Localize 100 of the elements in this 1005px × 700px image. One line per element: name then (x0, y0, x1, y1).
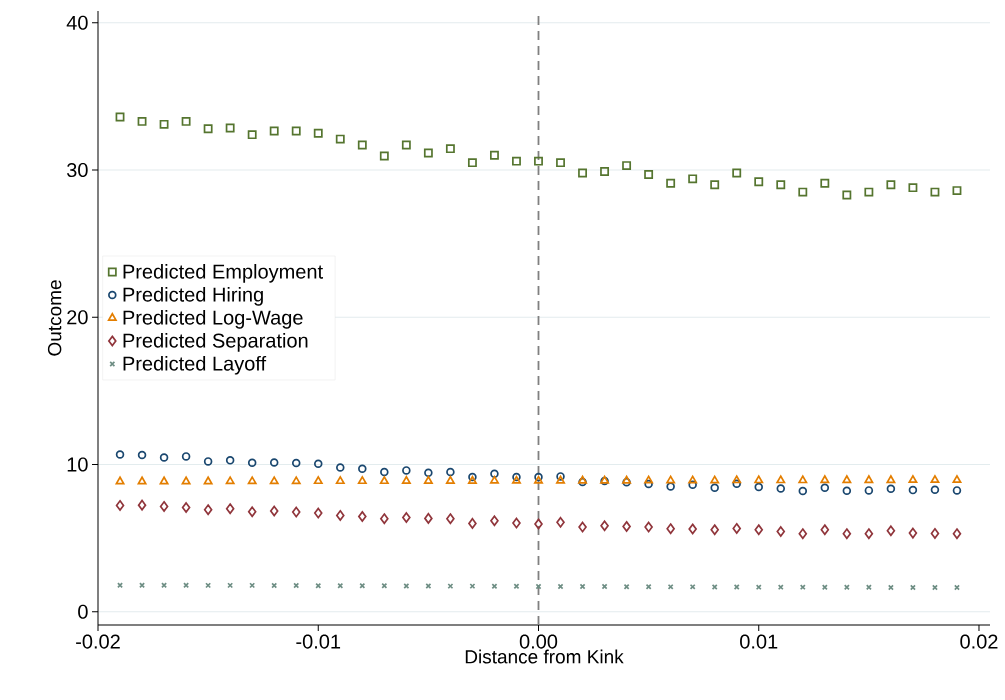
point (710, 524, 719, 536)
point (203, 457, 213, 466)
point (755, 584, 762, 591)
point (600, 167, 610, 176)
point (203, 504, 213, 516)
point (358, 464, 367, 474)
point (291, 476, 301, 485)
point (557, 583, 564, 590)
point (401, 140, 411, 150)
point (886, 484, 896, 494)
point (865, 584, 872, 591)
point (666, 475, 676, 484)
legend-label: Predicted Log-Wage (123, 309, 303, 329)
point (952, 486, 962, 495)
point (622, 161, 632, 171)
point (688, 523, 697, 535)
point (313, 128, 323, 138)
point (842, 475, 852, 484)
point (732, 168, 742, 178)
point (666, 178, 676, 188)
point (336, 463, 345, 472)
point (181, 116, 191, 126)
point (467, 158, 477, 168)
point (710, 483, 719, 493)
point (183, 582, 190, 589)
point (952, 528, 962, 540)
point (115, 499, 125, 511)
point (159, 119, 169, 129)
point (842, 486, 852, 495)
point (644, 475, 654, 484)
point (864, 528, 874, 540)
point (291, 126, 301, 136)
point (710, 475, 720, 484)
point (908, 183, 918, 193)
x-tick-label: 0.00 (519, 634, 558, 649)
point (776, 484, 786, 493)
point (423, 148, 433, 158)
legend-label: Predicted Employment (123, 264, 323, 283)
x-tick-label: -0.01 (296, 634, 341, 649)
point (908, 485, 918, 495)
point (335, 134, 345, 144)
point (380, 513, 389, 525)
point (798, 475, 808, 484)
point (115, 476, 125, 485)
point (556, 158, 565, 168)
point (754, 482, 763, 492)
point (225, 476, 235, 485)
y-tick-label: 40 (66, 15, 88, 30)
point (181, 502, 191, 513)
point (159, 453, 169, 462)
point (777, 584, 784, 591)
point (578, 168, 587, 178)
legend-label: Predicted Separation (123, 332, 308, 352)
point (468, 517, 477, 529)
point (357, 476, 367, 485)
point (667, 583, 674, 590)
point (313, 507, 323, 519)
point (732, 475, 742, 484)
point (908, 527, 918, 539)
point (225, 456, 235, 465)
point (489, 475, 499, 484)
point (754, 177, 764, 187)
point (799, 584, 806, 591)
point (161, 582, 168, 589)
point (776, 475, 786, 484)
point (622, 521, 631, 532)
point (490, 469, 499, 479)
point (535, 583, 542, 590)
point (689, 583, 696, 590)
point (820, 475, 830, 484)
point (798, 528, 808, 540)
point (314, 459, 323, 469)
point (644, 169, 654, 179)
point (269, 476, 279, 485)
point (402, 466, 411, 475)
point (930, 187, 940, 197)
point (578, 521, 587, 533)
point (115, 450, 125, 459)
point (952, 186, 962, 196)
point (842, 528, 852, 540)
point (820, 483, 830, 493)
point (843, 584, 850, 591)
y-tick-label: 20 (67, 310, 88, 325)
point (313, 476, 323, 485)
point (644, 479, 653, 489)
point (337, 582, 344, 589)
point (732, 522, 742, 534)
point (579, 583, 586, 590)
point (952, 475, 962, 484)
point (381, 582, 388, 589)
point (379, 151, 389, 161)
point (203, 476, 213, 485)
point (247, 130, 257, 140)
point (335, 509, 345, 521)
point (512, 156, 521, 166)
point (137, 499, 147, 511)
point (446, 467, 455, 477)
point (512, 517, 521, 529)
point (423, 475, 433, 484)
legend-label: Predicted Layoff (123, 355, 267, 375)
